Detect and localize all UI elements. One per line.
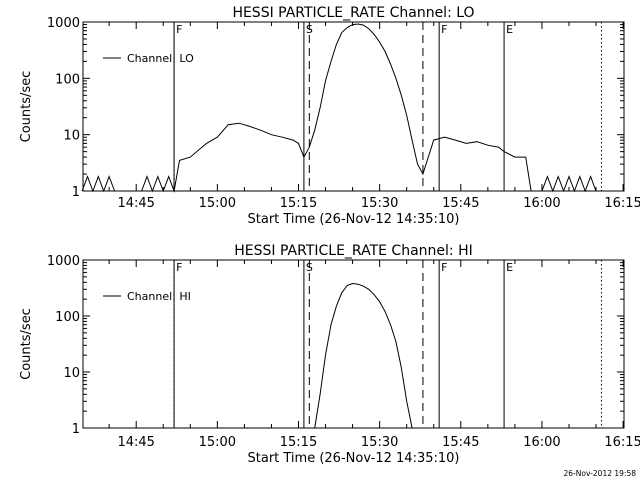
x-tick-label: 15:45 [442,435,479,450]
x-tick-label: 15:30 [361,435,398,450]
y-tick-label: 10 [63,366,80,381]
x-tick-label: 15:00 [199,435,236,450]
series-line [314,282,413,429]
event-marker-label: E [506,23,513,36]
x-tick-label: 15:30 [361,196,398,211]
event-marker-label: F [441,23,447,36]
x-tick-label: 15:15 [280,435,317,450]
legend-label: Channel: HI [127,290,191,303]
y-axis-label: Counts/sec [19,71,34,143]
y-tick-label: 100 [55,72,80,87]
x-axis-label: Start Time (26-Nov-12 14:35:10) [248,212,460,227]
x-tick-label: 14:45 [117,196,154,211]
x-tick-label: 15:00 [199,196,236,211]
chart-panel-hi: HESSI PARTICLE_RATE Channel: HI 1 10 100 100… [19,243,640,466]
x-tick-label: 15:15 [280,196,317,211]
x-tick-label: 16:15 [604,196,640,211]
chart-title: HESSI PARTICLE_RATE Channel: HI [234,243,472,259]
y-tick-label: 1000 [47,254,80,269]
chart-panel-lo: HESSI PARTICLE_RATE Channel: LO 1 10 100 100… [19,5,640,227]
x-axis-label: Start Time (26-Nov-12 14:35:10) [248,451,460,466]
y-axis-label: Counts/sec [19,308,34,380]
plot-frame [82,259,625,429]
y-tick-label: 100 [55,310,80,325]
y-tick-label: 1 [72,185,80,200]
footer-timestamp: 26-Nov-2012 19:58 [564,469,637,478]
x-tick-label: 15:45 [442,196,479,211]
y-tick-label: 10 [63,129,80,144]
event-marker-label: F [176,23,182,36]
y-tick-label: 1000 [47,16,80,31]
x-tick-label: 16:00 [523,435,560,450]
chart-title: HESSI PARTICLE_RATE Channel: LO [232,5,474,21]
event-marker-label: F [176,261,182,274]
x-tick-label: 14:45 [117,435,154,450]
legend-label: Channel: LO [127,52,194,65]
event-marker-label: F [441,261,447,274]
x-tick-label: 16:15 [604,435,640,450]
series-line [81,23,597,193]
y-tick-label: 1 [72,422,80,437]
event-marker-label: E [506,261,513,274]
plot-frame [82,21,625,192]
x-tick-label: 16:00 [523,196,560,211]
